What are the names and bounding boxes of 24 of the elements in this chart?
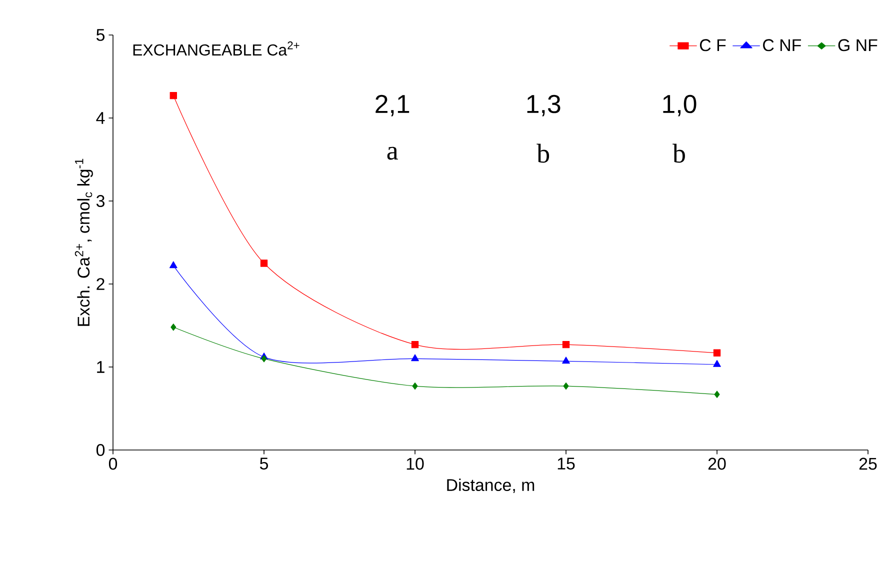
chart-title: EXCHANGEABLE Ca$^{2+}$	[133, 41, 300, 56]
x-tick-label: 5	[260, 458, 268, 470]
annotation: b	[672, 144, 685, 163]
y-tick-label: 2	[96, 278, 104, 290]
y-tick-label: 5	[96, 29, 105, 41]
annotation: 1,3	[527, 94, 560, 116]
x-tick-label: 15	[558, 458, 575, 470]
annotation: a	[387, 146, 398, 160]
y-tick-label: 1	[97, 361, 104, 373]
annotation: 2,1	[376, 94, 410, 116]
legend-label: G NF	[838, 39, 878, 52]
annotation: 1,0	[663, 94, 696, 116]
y-tick-label: 4	[96, 112, 105, 124]
y-tick-label: 3	[96, 195, 104, 207]
x-tick-label: 20	[708, 458, 726, 470]
y-axis-title: Exch. Ca$^{2+}$, cmol$_{c}$ kg$^{-1}$	[74, 158, 93, 326]
y-tick-label: 0	[96, 444, 105, 456]
x-tick-label: 10	[406, 458, 424, 470]
x-tick-label: 0	[108, 458, 118, 470]
x-tick-label: 25	[859, 458, 877, 470]
legend-label: C NF	[763, 39, 801, 52]
x-axis-title: Distance, m	[447, 478, 534, 494]
annotation: b	[536, 144, 550, 163]
legend-label: C F	[700, 39, 726, 52]
